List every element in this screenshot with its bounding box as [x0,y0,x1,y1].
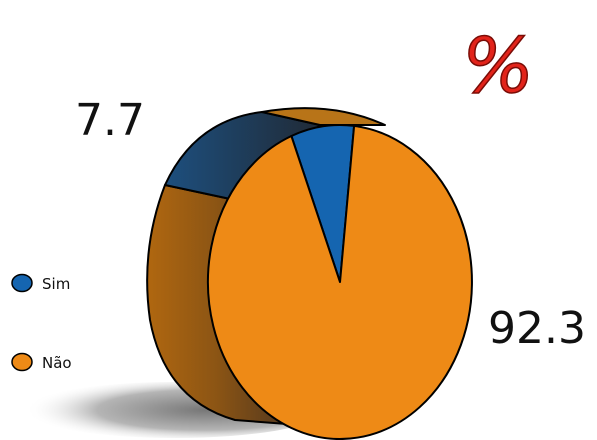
data-label-sim: 7.7 [75,95,145,146]
legend-item-nao: Não [11,352,72,372]
legend-swatch-nao [11,352,33,372]
legend-item-sim: Sim [11,273,70,293]
pie-group [146,107,473,440]
legend: Sim Não [11,273,72,372]
pie-back-orange-rim [261,107,386,126]
legend-label-sim: Sim [42,275,70,293]
percent-unit-mark: % [462,21,534,110]
data-label-nao: 92.3 [488,303,586,354]
legend-swatch-sim [11,273,33,293]
legend-label-nao: Não [42,354,72,372]
pie-slice-nao [206,124,473,440]
